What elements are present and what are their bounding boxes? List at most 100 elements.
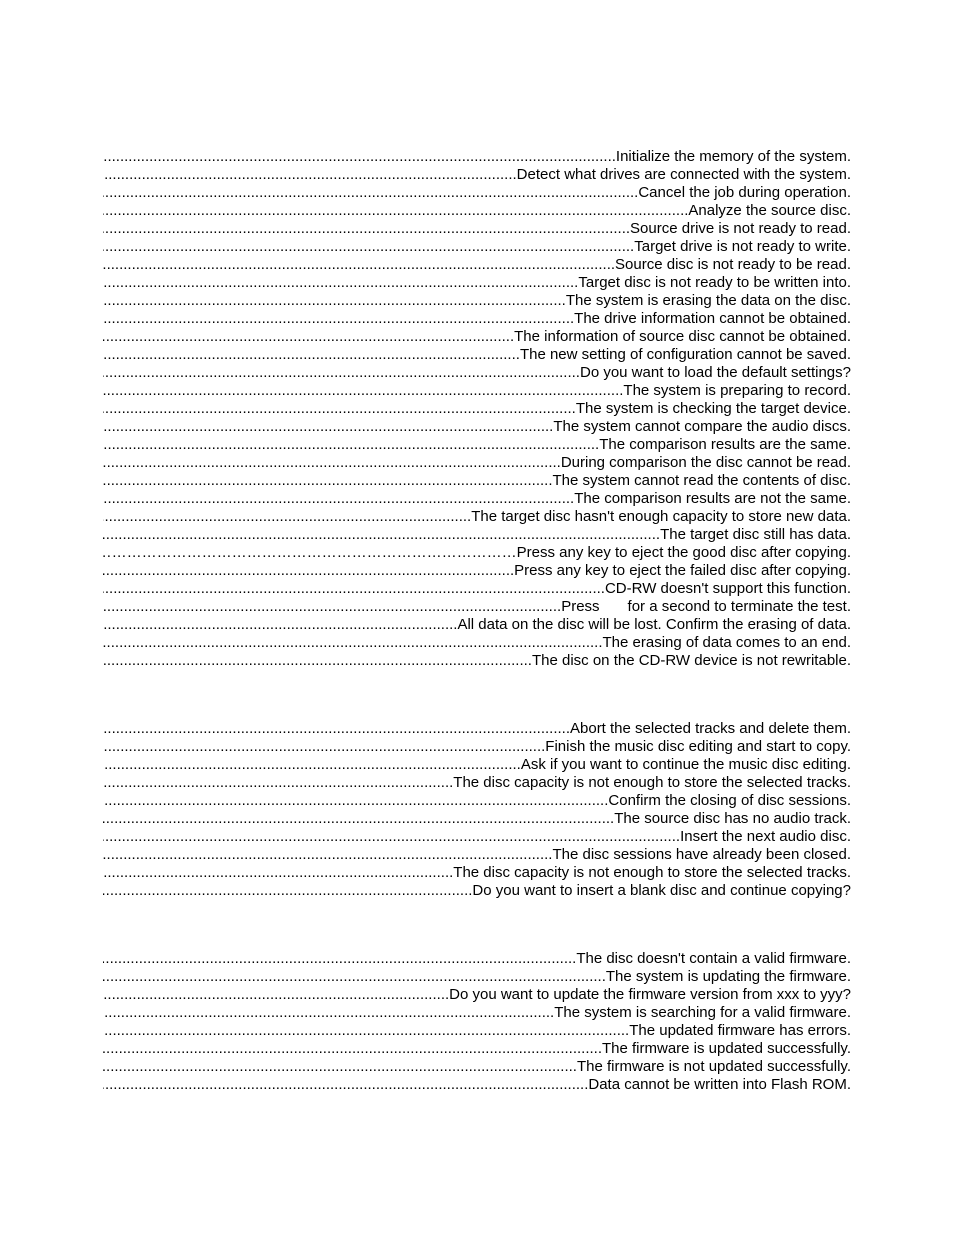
toc-row: …………………………………………………………………………………………………………… xyxy=(103,544,851,562)
toc-row: ........................................… xyxy=(103,436,851,454)
row-description: CD-RW doesn't support this function. xyxy=(605,580,851,598)
row-description: The erasing of data comes to an end. xyxy=(603,634,852,652)
toc-row: ........................................… xyxy=(103,616,851,634)
leader-dots: ........................................… xyxy=(103,346,520,364)
leader-dots: ........................................… xyxy=(103,292,566,310)
firmware-messages: ........................................… xyxy=(103,950,851,1094)
row-description: The information of source disc cannot be… xyxy=(514,328,851,346)
leader-dots: ........................................… xyxy=(103,454,561,472)
leader-dots: ........................................… xyxy=(103,166,517,184)
toc-row: ........................................… xyxy=(103,598,851,616)
leader-dots: ........................................… xyxy=(103,490,574,508)
toc-row: ........................................… xyxy=(103,220,851,238)
row-description: The system is checking the target device… xyxy=(576,400,851,418)
leader-dots: ........................................… xyxy=(103,1004,554,1022)
row-suffix: for a second to terminate the test. xyxy=(628,598,851,615)
system-messages: ........................................… xyxy=(103,148,851,670)
toc-row: ........................................… xyxy=(103,652,851,670)
toc-row: ........................................… xyxy=(103,328,851,346)
row-description: All data on the disc will be lost. Confi… xyxy=(457,616,851,634)
row-description: Target disc is not ready to be written i… xyxy=(578,274,851,292)
row-description: The firmware is not updated successfully… xyxy=(577,1058,851,1076)
leader-dots: ........................................… xyxy=(103,1022,629,1040)
leader-dots: ........................................… xyxy=(103,148,616,166)
leader-dots: ........................................… xyxy=(103,1040,602,1058)
row-description: The disc doesn't contain a valid firmwar… xyxy=(576,950,851,968)
leader-dots: ........................................… xyxy=(103,418,553,436)
leader-dots: ........................................… xyxy=(103,774,453,792)
row-description: Initialize the memory of the system. xyxy=(616,148,851,166)
row-description: The disc sessions have already been clos… xyxy=(552,846,851,864)
toc-row: ........................................… xyxy=(103,490,851,508)
toc-row: ........................................… xyxy=(103,580,851,598)
leader-dots: ........................................… xyxy=(103,202,688,220)
leader-dots: ........................................… xyxy=(103,508,471,526)
toc-row: ........................................… xyxy=(103,310,851,328)
toc-row: ........................................… xyxy=(103,526,851,544)
toc-row: ........................................… xyxy=(103,864,851,882)
leader-dots: ........................................… xyxy=(103,652,532,670)
row-description: Ask if you want to continue the music di… xyxy=(521,756,851,774)
row-description: Abort the selected tracks and delete the… xyxy=(570,720,851,738)
row-description: Pressfor a second to terminate the test. xyxy=(561,598,851,616)
toc-row: ........................................… xyxy=(103,846,851,864)
toc-row: ........................................… xyxy=(103,454,851,472)
row-description: The updated firmware has errors. xyxy=(629,1022,851,1040)
toc-row: ........................................… xyxy=(103,986,851,1004)
toc-row: ........................................… xyxy=(103,274,851,292)
leader-dots: ........................................… xyxy=(103,1058,577,1076)
row-description: The system is preparing to record. xyxy=(623,382,851,400)
row-description: Data cannot be written into Flash ROM. xyxy=(588,1076,851,1094)
leader-dots: ........................................… xyxy=(103,580,605,598)
row-description: The comparison results are not the same. xyxy=(574,490,851,508)
row-description: Analyze the source disc. xyxy=(688,202,851,220)
toc-row: ........................................… xyxy=(103,256,851,274)
row-description: The system is erasing the data on the di… xyxy=(566,292,851,310)
toc-row: ........................................… xyxy=(103,202,851,220)
leader-dots: ........................................… xyxy=(103,328,514,346)
leader-dots: ........................................… xyxy=(103,526,660,544)
toc-row: ........................................… xyxy=(103,828,851,846)
row-description: Press any key to eject the good disc aft… xyxy=(517,544,851,562)
toc-row: ........................................… xyxy=(103,166,851,184)
toc-row: ........................................… xyxy=(103,882,851,900)
toc-row: ........................................… xyxy=(103,1076,851,1094)
leader-dots: ........................................… xyxy=(103,598,561,616)
row-description: Detect what drives are connected with th… xyxy=(517,166,851,184)
row-description: The target disc hasn't enough capacity t… xyxy=(471,508,851,526)
document-page: ........................................… xyxy=(0,0,954,1235)
leader-dots: ........................................… xyxy=(103,738,545,756)
toc-row: ........................................… xyxy=(103,792,851,810)
row-description: The disc capacity is not enough to store… xyxy=(453,864,851,882)
toc-row: ........................................… xyxy=(103,968,851,986)
leader-dots: ........................................… xyxy=(103,238,634,256)
leader-dots: ........................................… xyxy=(103,364,580,382)
toc-row: ........................................… xyxy=(103,148,851,166)
row-description: Do you want to load the default settings… xyxy=(580,364,851,382)
toc-row: ........................................… xyxy=(103,950,851,968)
toc-row: ........................................… xyxy=(103,400,851,418)
toc-row: ........................................… xyxy=(103,472,851,490)
toc-row: ........................................… xyxy=(103,382,851,400)
toc-row: ........................................… xyxy=(103,238,851,256)
row-description: The system cannot read the contents of d… xyxy=(553,472,852,490)
row-description: Source disc is not ready to be read. xyxy=(615,256,851,274)
row-description: Cancel the job during operation. xyxy=(638,184,851,202)
leader-dots: ........................................… xyxy=(103,634,603,652)
toc-row: ........................................… xyxy=(103,810,851,828)
row-description: The drive information cannot be obtained… xyxy=(574,310,851,328)
toc-row: ........................................… xyxy=(103,738,851,756)
leader-dots: ........................................… xyxy=(103,274,578,292)
row-description: The system is searching for a valid firm… xyxy=(554,1004,851,1022)
toc-row: ........................................… xyxy=(103,634,851,652)
row-description: The target disc still has data. xyxy=(660,526,851,544)
row-description: Do you want to insert a blank disc and c… xyxy=(472,882,851,900)
leader-dots: ........................................… xyxy=(103,950,576,968)
toc-row: ........................................… xyxy=(103,720,851,738)
music-editing-messages: ........................................… xyxy=(103,720,851,900)
row-description: The system is updating the firmware. xyxy=(606,968,851,986)
row-description: The disc on the CD-RW device is not rewr… xyxy=(532,652,851,670)
leader-dots: ........................................… xyxy=(103,846,552,864)
leader-dots: ........................................… xyxy=(103,720,570,738)
toc-row: ........................................… xyxy=(103,1058,851,1076)
